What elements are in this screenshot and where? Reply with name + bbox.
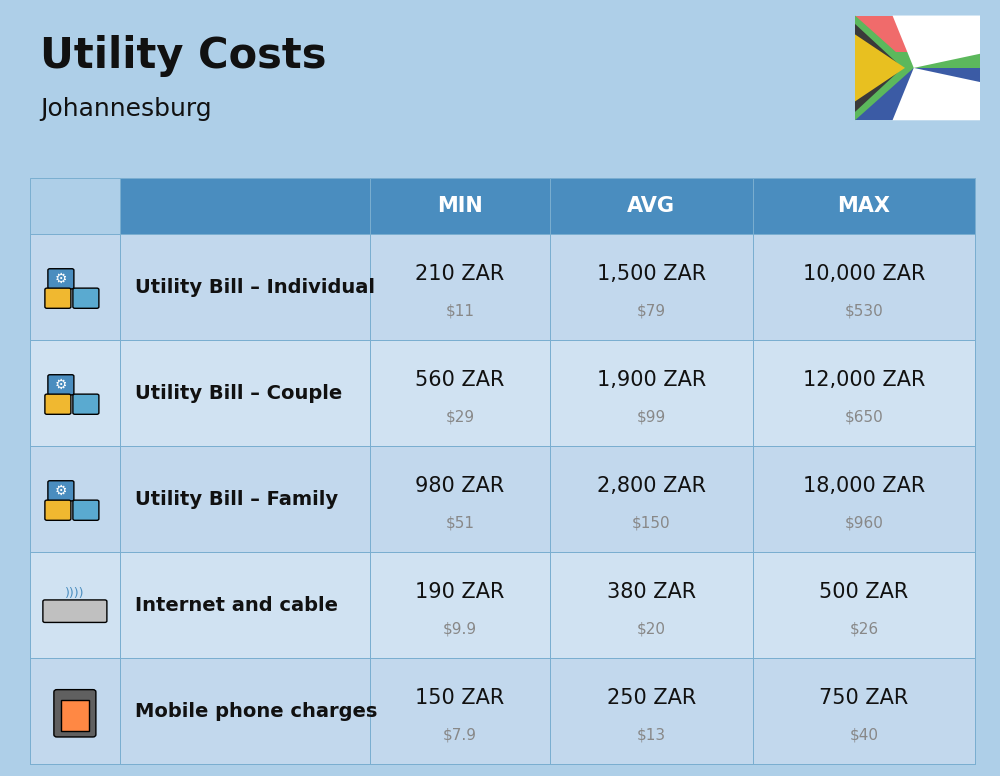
FancyBboxPatch shape — [48, 268, 74, 289]
FancyBboxPatch shape — [73, 500, 99, 520]
FancyBboxPatch shape — [120, 178, 370, 234]
Text: $13: $13 — [637, 727, 666, 742]
Text: Utility Bill – Family: Utility Bill – Family — [135, 490, 338, 509]
FancyBboxPatch shape — [43, 600, 107, 622]
FancyBboxPatch shape — [30, 446, 975, 553]
Text: $9.9: $9.9 — [443, 621, 477, 636]
Text: ⚙: ⚙ — [55, 378, 67, 392]
FancyBboxPatch shape — [45, 394, 71, 414]
Text: 12,000 ZAR: 12,000 ZAR — [803, 369, 925, 390]
Text: $26: $26 — [849, 621, 879, 636]
Text: 1,900 ZAR: 1,900 ZAR — [597, 369, 706, 390]
Text: 2,800 ZAR: 2,800 ZAR — [597, 476, 706, 496]
Text: $530: $530 — [845, 303, 883, 318]
Text: $29: $29 — [445, 409, 475, 424]
Text: Internet and cable: Internet and cable — [135, 596, 338, 615]
Text: $650: $650 — [845, 409, 883, 424]
FancyBboxPatch shape — [855, 16, 980, 68]
Text: MAX: MAX — [837, 196, 890, 217]
Text: ⚙: ⚙ — [55, 272, 67, 286]
Text: 750 ZAR: 750 ZAR — [819, 688, 909, 708]
Text: AVG: AVG — [627, 196, 675, 217]
Text: 18,000 ZAR: 18,000 ZAR — [803, 476, 925, 496]
Text: Utility Bill – Individual: Utility Bill – Individual — [135, 278, 375, 297]
Text: Utility Bill – Couple: Utility Bill – Couple — [135, 384, 342, 403]
Text: )))): )))) — [65, 587, 85, 600]
Text: 150 ZAR: 150 ZAR — [415, 688, 505, 708]
Text: 210 ZAR: 210 ZAR — [415, 264, 505, 283]
FancyBboxPatch shape — [550, 178, 753, 234]
Text: $11: $11 — [445, 303, 474, 318]
FancyBboxPatch shape — [45, 500, 71, 520]
FancyBboxPatch shape — [855, 52, 980, 84]
Text: 1,500 ZAR: 1,500 ZAR — [597, 264, 706, 283]
FancyBboxPatch shape — [73, 394, 99, 414]
Text: $79: $79 — [637, 303, 666, 318]
FancyBboxPatch shape — [73, 288, 99, 308]
FancyBboxPatch shape — [30, 553, 975, 658]
Polygon shape — [855, 24, 902, 112]
Text: Mobile phone charges: Mobile phone charges — [135, 702, 377, 721]
FancyBboxPatch shape — [370, 178, 550, 234]
Text: Johannesburg: Johannesburg — [40, 97, 212, 121]
Text: $40: $40 — [849, 727, 878, 742]
FancyBboxPatch shape — [45, 288, 71, 308]
FancyBboxPatch shape — [30, 178, 120, 234]
Text: 560 ZAR: 560 ZAR — [415, 369, 505, 390]
Text: Utility Costs: Utility Costs — [40, 35, 326, 77]
FancyBboxPatch shape — [30, 658, 975, 764]
FancyBboxPatch shape — [61, 700, 89, 731]
Text: 500 ZAR: 500 ZAR — [819, 581, 909, 601]
FancyBboxPatch shape — [48, 480, 74, 501]
Text: $99: $99 — [637, 409, 666, 424]
Text: $150: $150 — [632, 515, 671, 530]
FancyBboxPatch shape — [54, 690, 96, 737]
Text: $960: $960 — [845, 515, 883, 530]
FancyBboxPatch shape — [855, 68, 980, 120]
Text: 380 ZAR: 380 ZAR — [607, 581, 696, 601]
Text: ⚙: ⚙ — [55, 483, 67, 498]
Text: 980 ZAR: 980 ZAR — [415, 476, 505, 496]
Text: MIN: MIN — [437, 196, 483, 217]
Polygon shape — [893, 68, 980, 120]
FancyBboxPatch shape — [30, 341, 975, 446]
FancyBboxPatch shape — [48, 375, 74, 395]
Text: 10,000 ZAR: 10,000 ZAR — [803, 264, 925, 283]
FancyBboxPatch shape — [30, 234, 975, 341]
Text: 250 ZAR: 250 ZAR — [607, 688, 696, 708]
Polygon shape — [855, 16, 914, 120]
Polygon shape — [855, 34, 905, 102]
Text: $20: $20 — [637, 621, 666, 636]
Polygon shape — [893, 16, 980, 68]
Text: 190 ZAR: 190 ZAR — [415, 581, 505, 601]
Text: $51: $51 — [445, 515, 474, 530]
Text: $7.9: $7.9 — [443, 727, 477, 742]
FancyBboxPatch shape — [753, 178, 975, 234]
